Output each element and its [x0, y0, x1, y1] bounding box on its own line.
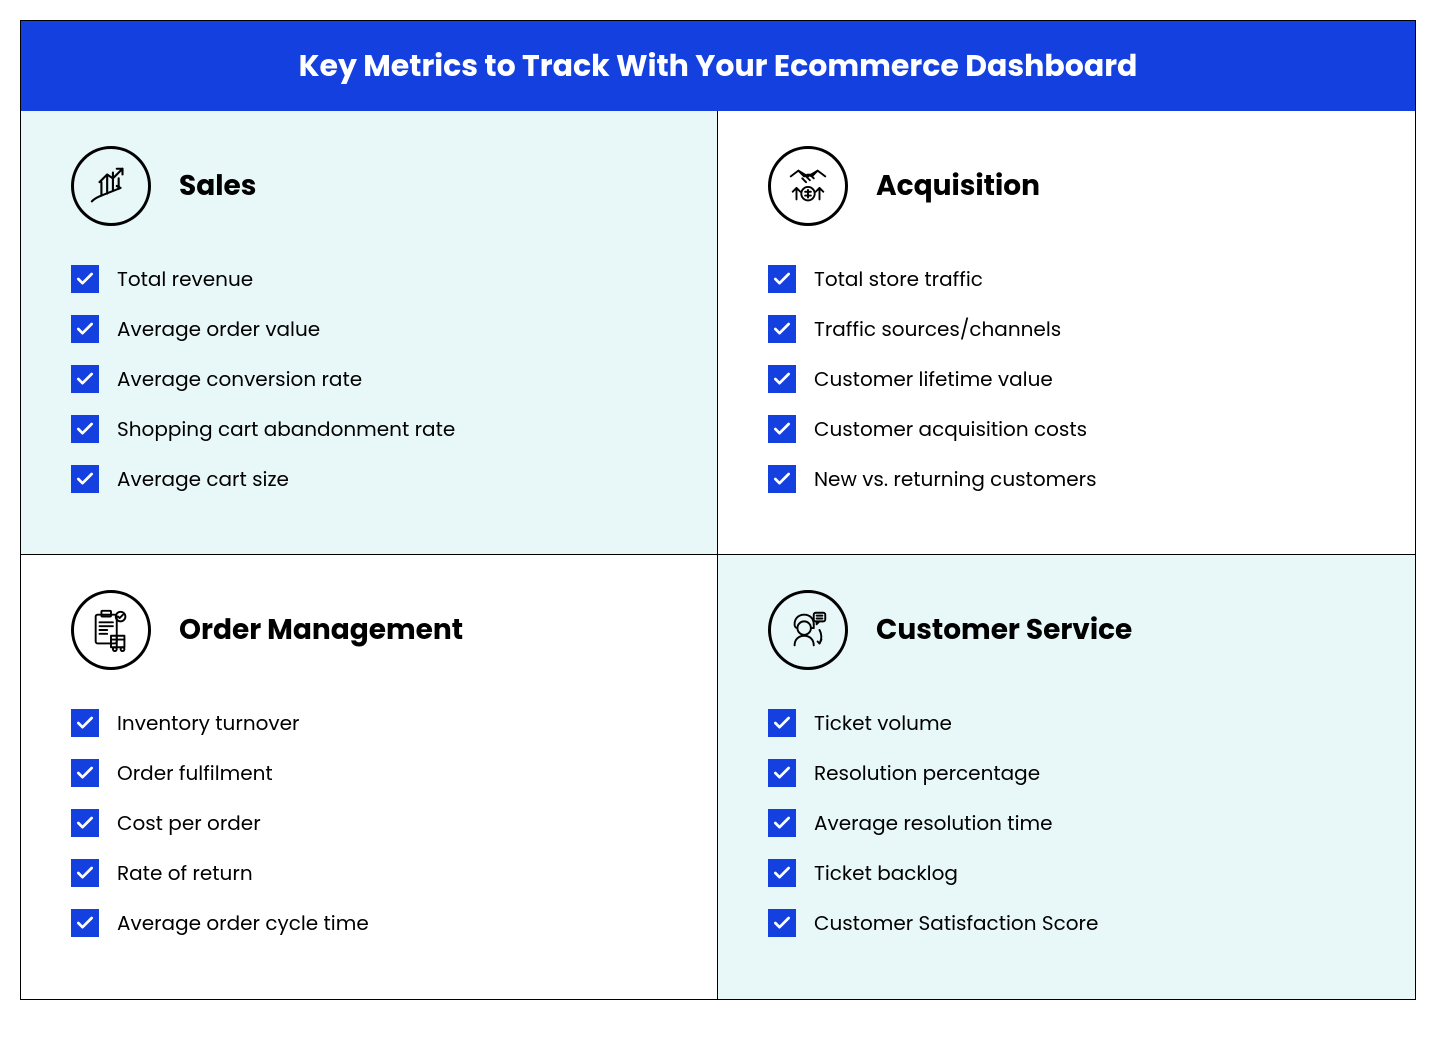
header-title: Key Metrics to Track With Your Ecommerce… [299, 44, 1138, 87]
metric-item: Average resolution time [768, 808, 1365, 838]
clipboard-box-icon [71, 590, 151, 670]
metric-label: Traffic sources/channels [814, 314, 1061, 344]
metric-list: Ticket volume Resolution percentage Aver… [768, 708, 1365, 938]
metric-label: Average order cycle time [117, 908, 369, 938]
metrics-infographic: Key Metrics to Track With Your Ecommerce… [20, 20, 1416, 1000]
metric-label: Cost per order [117, 808, 261, 838]
metric-item: Inventory turnover [71, 708, 667, 738]
check-icon [768, 709, 796, 737]
metric-label: Inventory turnover [117, 708, 300, 738]
check-icon [768, 909, 796, 937]
check-icon [71, 415, 99, 443]
metric-item: Customer acquisition costs [768, 414, 1365, 444]
quadrant-title: Customer Service [876, 609, 1132, 651]
check-icon [71, 859, 99, 887]
metric-item: Rate of return [71, 858, 667, 888]
support-agent-icon [768, 590, 848, 670]
check-icon [71, 315, 99, 343]
metric-label: Resolution percentage [814, 758, 1040, 788]
metric-item: Customer Satisfaction Score [768, 908, 1365, 938]
metric-list: Inventory turnover Order fulfilment Cost… [71, 708, 667, 938]
metric-item: Total store traffic [768, 264, 1365, 294]
metric-label: Customer acquisition costs [814, 414, 1087, 444]
metric-item: Average order value [71, 314, 667, 344]
metric-label: Rate of return [117, 858, 253, 888]
check-icon [71, 265, 99, 293]
check-icon [768, 809, 796, 837]
quadrant-head: Customer Service [768, 590, 1365, 670]
metric-item: Cost per order [71, 808, 667, 838]
check-icon [768, 265, 796, 293]
check-icon [768, 465, 796, 493]
check-icon [768, 859, 796, 887]
metric-label: Shopping cart abandonment rate [117, 414, 455, 444]
check-icon [71, 465, 99, 493]
metric-item: Ticket volume [768, 708, 1365, 738]
metric-item: Total revenue [71, 264, 667, 294]
metric-label: Average order value [117, 314, 320, 344]
quadrant-head: Order Management [71, 590, 667, 670]
check-icon [71, 909, 99, 937]
metric-item: Average cart size [71, 464, 667, 494]
metric-item: Order fulfilment [71, 758, 667, 788]
quadrant-title: Acquisition [876, 165, 1040, 207]
metric-item: Shopping cart abandonment rate [71, 414, 667, 444]
metric-label: Average cart size [117, 464, 289, 494]
metric-label: Average resolution time [814, 808, 1053, 838]
quadrant-head: Acquisition [768, 146, 1365, 226]
sales-growth-icon [71, 146, 151, 226]
handshake-money-icon [768, 146, 848, 226]
metric-label: Customer Satisfaction Score [814, 908, 1098, 938]
metric-label: Customer lifetime value [814, 364, 1053, 394]
metric-item: Resolution percentage [768, 758, 1365, 788]
metric-label: Total store traffic [814, 264, 983, 294]
quadrant-sales: Sales Total revenue Average order value … [21, 111, 718, 555]
check-icon [768, 759, 796, 787]
metric-item: Ticket backlog [768, 858, 1365, 888]
header-bar: Key Metrics to Track With Your Ecommerce… [21, 21, 1415, 111]
metric-label: Ticket volume [814, 708, 952, 738]
quadrant-acquisition: Acquisition Total store traffic Traffic … [718, 111, 1415, 555]
check-icon [768, 315, 796, 343]
quadrant-grid: Sales Total revenue Average order value … [21, 111, 1415, 999]
metric-label: Total revenue [117, 264, 253, 294]
metric-list: Total store traffic Traffic sources/chan… [768, 264, 1365, 494]
metric-label: Average conversion rate [117, 364, 362, 394]
quadrant-title: Sales [179, 165, 256, 207]
quadrant-title: Order Management [179, 609, 463, 651]
metric-label: Ticket backlog [814, 858, 958, 888]
check-icon [71, 809, 99, 837]
metric-list: Total revenue Average order value Averag… [71, 264, 667, 494]
check-icon [71, 365, 99, 393]
metric-item: Customer lifetime value [768, 364, 1365, 394]
check-icon [768, 415, 796, 443]
check-icon [768, 365, 796, 393]
quadrant-head: Sales [71, 146, 667, 226]
metric-item: Traffic sources/channels [768, 314, 1365, 344]
metric-label: Order fulfilment [117, 758, 273, 788]
check-icon [71, 709, 99, 737]
metric-label: New vs. returning customers [814, 464, 1097, 494]
quadrant-order-management: Order Management Inventory turnover Orde… [21, 555, 718, 999]
metric-item: New vs. returning customers [768, 464, 1365, 494]
quadrant-customer-service: Customer Service Ticket volume Resolutio… [718, 555, 1415, 999]
check-icon [71, 759, 99, 787]
metric-item: Average conversion rate [71, 364, 667, 394]
metric-item: Average order cycle time [71, 908, 667, 938]
